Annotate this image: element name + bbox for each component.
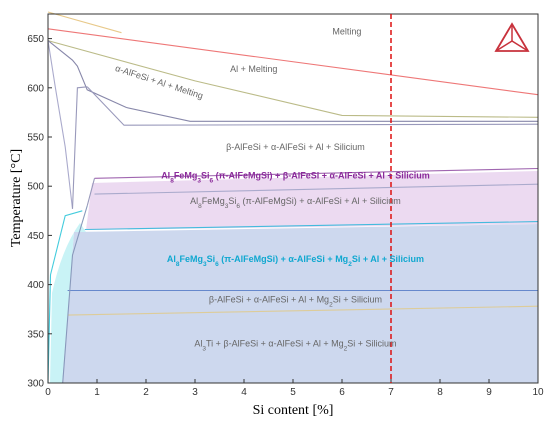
y-tick-label: 500 [27,182,44,193]
phase-boundary-1 [47,11,122,34]
region-label-5: Al8FeMg3Si6 (π-AlFeMgSi) + α-AlFeSi + Al… [190,196,401,210]
x-tick-label: 7 [388,387,394,398]
region-label-3: β-AlFeSi + α-AlFeSi + Al + Silicium [226,142,365,152]
y-tick-label: 400 [27,280,44,291]
phase-boundary-10 [84,221,539,231]
y-axis-title: Temperature [°C] [9,149,24,247]
phase-boundary-7 [94,167,539,179]
y-tick-label: 450 [27,231,44,242]
region-label-2: α-AlFeSi + Al + Melting [114,63,204,101]
purple-phase-region [86,171,538,230]
x-tick-label: 6 [339,387,345,398]
x-tick-label: 1 [94,387,100,398]
phase-boundary-0 [47,28,539,96]
axis-ticks: 0 1 2 3 4 5 6 7 8 9 10 300 350 400 450 500 550 600 650 [27,34,544,398]
x-tick-label: 4 [241,387,247,398]
x-tick-label: 3 [192,387,198,398]
y-tick-label: 300 [27,379,44,390]
blue-phase-region [62,224,538,383]
x-tick-label: 5 [290,387,296,398]
region-label-8: Al3Ti + β-AlFeSi + α-AlFeSi + Al + Mg2Si… [194,339,396,353]
x-axis-title: Si content [%] [253,403,334,418]
y-tick-label: 650 [27,34,44,45]
phase-boundary-9 [94,183,539,195]
x-tick-label: 2 [143,387,149,398]
cyan-phase-region [50,223,86,383]
phase-boundary-14 [62,205,88,384]
y-tick-label: 350 [27,329,44,340]
x-tick-label: 0 [45,387,51,398]
y-tick-label: 550 [27,133,44,144]
region-label-4: Al8FeMg3Si6 (π-AlFeMgSi) + β-AlFeSi + α-… [161,170,430,184]
region-label-7: β-AlFeSi + α-AlFeSi + Al + Mg2Si + Silic… [209,294,382,308]
region-label-6: Al8FeMg3Si6 (π-AlFeMgSi) + α-AlFeSi + Mg… [167,254,424,268]
y-tick-label: 600 [27,83,44,94]
x-tick-label: 9 [486,387,492,398]
phase-boundary-6 [71,86,88,209]
phase-boundary-5 [47,40,74,209]
phase-boundary-13 [67,305,539,316]
phase-boundary-lines [47,11,539,384]
x-tick-label: 10 [532,387,544,398]
phase-boundary-4 [86,86,539,126]
phase-boundary-2 [47,40,539,118]
phase-boundary-3 [47,40,538,122]
tetrahedron-logo [494,22,530,52]
region-label-0: Melting [332,27,361,37]
region-label-1: Al + Melting [230,64,277,74]
phase-boundary-8 [86,178,96,207]
x-tick-label: 8 [437,387,443,398]
phase-boundary-11 [47,210,83,384]
